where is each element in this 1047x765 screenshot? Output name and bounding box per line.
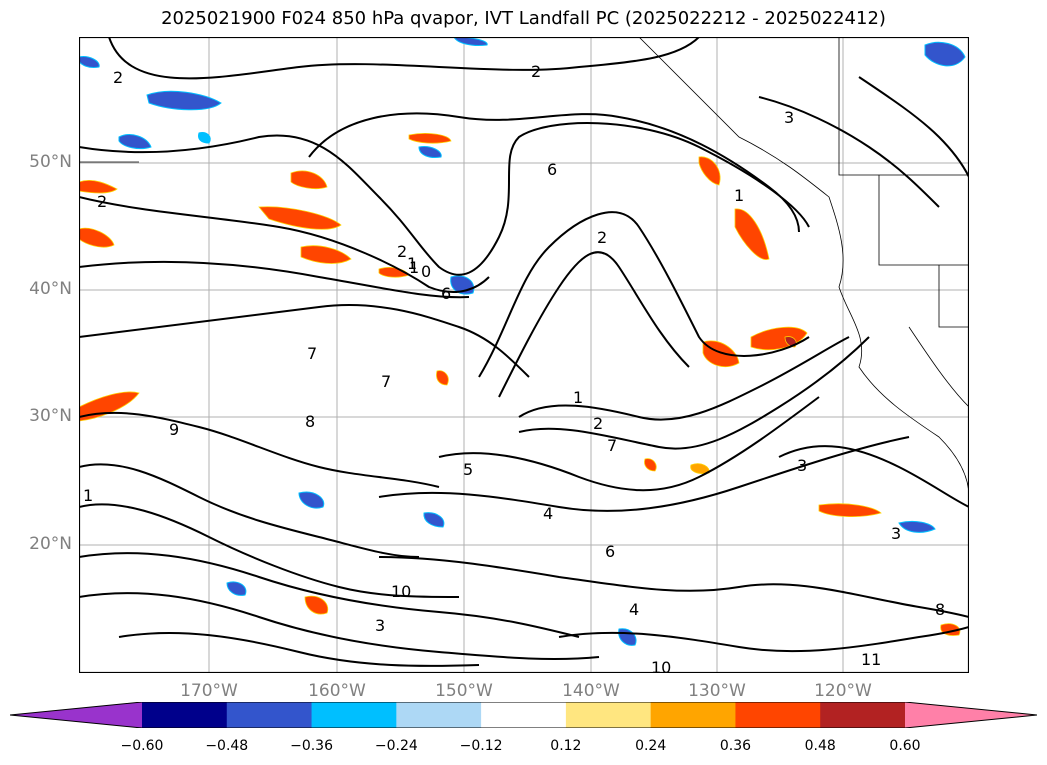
- contour-label: 10: [391, 582, 411, 601]
- contour-label: 10: [651, 658, 671, 673]
- contour-label: 1: [409, 258, 419, 277]
- contour-label: 7: [381, 372, 391, 391]
- colorbar-tick-label: 0.48: [804, 738, 836, 754]
- shaded-anomalies: [79, 133, 961, 636]
- contour-labels: 2 2 3 6 1 2 1 2 1 0 6 7 7 1 2 7 9 8 1 5 …: [83, 62, 945, 673]
- colorbar-segment: [311, 702, 397, 728]
- shaded-negative: [79, 37, 966, 646]
- contour-label: 9: [169, 420, 179, 439]
- colorbar-tick-label: 0.36: [719, 738, 752, 754]
- contour-label: 7: [607, 436, 617, 455]
- colorbar-extend-high: [905, 702, 1037, 728]
- contour-label: 7: [307, 344, 317, 363]
- contour-label: 6: [547, 160, 557, 179]
- coastlines: [79, 37, 969, 498]
- contour-lines: [79, 37, 969, 667]
- contour-label: 2: [397, 242, 407, 261]
- colorbar-segment: [735, 702, 821, 728]
- contour-label: 4: [629, 600, 639, 619]
- contour-label: 8: [935, 600, 945, 619]
- contour-label: 0: [421, 262, 431, 281]
- colorbar-tick-label: 0.60: [889, 738, 921, 754]
- colorbar-segment: [396, 702, 482, 728]
- colorbar-segment: [820, 702, 906, 728]
- colorbar-extend-low: [10, 702, 142, 728]
- contour-label: 1: [407, 254, 417, 273]
- contour-label: 2: [593, 414, 603, 433]
- lon-label-170w: 170°W: [180, 681, 238, 701]
- lon-label-130w: 130°W: [688, 681, 746, 701]
- colorbar-segment: [565, 702, 652, 728]
- lat-label-50n: 50°N: [29, 152, 72, 172]
- colorbar-tick-label: 0.24: [635, 738, 667, 754]
- lat-label-40n: 40°N: [29, 279, 72, 299]
- colorbar-segment: [226, 702, 313, 728]
- colorbar-segment: [650, 702, 736, 728]
- contour-label: 5: [463, 460, 473, 479]
- contour-label: 8: [305, 412, 315, 431]
- map-plot: 2 2 3 6 1 2 1 2 1 0 6 7 7 1 2 7 9 8 1 5 …: [79, 37, 969, 673]
- contour-label: 1: [734, 186, 744, 205]
- contour-label: 1: [573, 388, 583, 407]
- contour-label: 3: [797, 456, 807, 475]
- colorbar-tick-label: 0.12: [550, 738, 582, 754]
- lon-label-160w: 160°W: [308, 681, 366, 701]
- contour-label: 4: [543, 504, 553, 523]
- lat-label-20n: 20°N: [29, 534, 72, 554]
- colorbar-tick-label: −0.36: [290, 738, 333, 754]
- contour-label: 3: [891, 524, 901, 543]
- lon-label-120w: 120°W: [814, 681, 872, 701]
- contour-label: 2: [97, 192, 107, 211]
- contour-label: 3: [375, 616, 385, 635]
- contour-label: 6: [441, 284, 451, 303]
- colorbar-tick-label: −0.48: [205, 738, 249, 754]
- lon-label-140w: 140°W: [562, 681, 620, 701]
- contour-label: 3: [784, 108, 794, 127]
- lat-label-30n: 30°N: [29, 406, 72, 426]
- contour-label: 11: [861, 650, 881, 669]
- contour-label: 2: [113, 68, 123, 87]
- colorbar-segment: [142, 702, 228, 728]
- colorbar-segment: [481, 702, 567, 728]
- colorbar-tick-label: −0.12: [459, 738, 503, 754]
- colorbar: [10, 702, 1037, 728]
- contour-label: 6: [605, 542, 615, 561]
- colorbar-tick-label: −0.60: [120, 738, 164, 754]
- lon-label-150w: 150°W: [435, 681, 493, 701]
- colorbar-tick-label: −0.24: [374, 738, 418, 754]
- contour-label: 1: [83, 486, 93, 505]
- contour-label: 2: [597, 228, 607, 247]
- contour-label: 2: [531, 62, 541, 81]
- map-title: 2025021900 F024 850 hPa qvapor, IVT Land…: [161, 8, 886, 29]
